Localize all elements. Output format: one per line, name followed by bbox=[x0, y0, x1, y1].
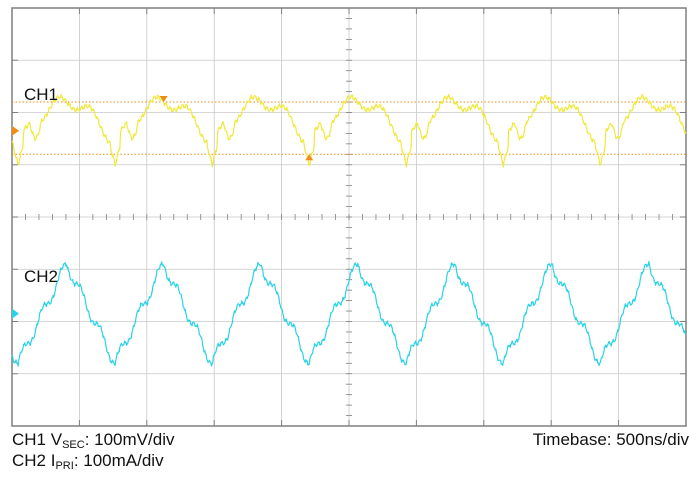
ch2-label: CH2 bbox=[24, 267, 58, 286]
ch1-trace bbox=[11, 93, 687, 168]
ch1-scale-caption: CH1 VSEC: 100mV/div bbox=[12, 430, 175, 451]
ch2-caption-prefix: CH2 I bbox=[12, 451, 56, 470]
ch2-caption-scale: : 100mA/div bbox=[73, 451, 164, 470]
ch1-caption-prefix: CH1 V bbox=[12, 430, 63, 449]
plot-frame bbox=[11, 7, 687, 427]
ch2-caption-subscript: PRI bbox=[55, 460, 74, 472]
ch1-caption-subscript: SEC bbox=[62, 439, 85, 451]
markers bbox=[12, 96, 314, 319]
ch1-ground-marker-icon bbox=[12, 125, 19, 136]
ch1-label: CH1 bbox=[24, 85, 58, 104]
ch2-trace bbox=[11, 260, 687, 367]
timebase-caption: Timebase: 500ns/div bbox=[532, 430, 689, 449]
ch1-caption-scale: : 100mV/div bbox=[84, 430, 175, 449]
cursor-triangle-icon bbox=[305, 154, 314, 161]
oscilloscope-chart: CH1 CH2 bbox=[11, 7, 687, 427]
ch2-ground-marker-icon bbox=[12, 308, 19, 319]
cursor-triangle-icon bbox=[159, 96, 168, 103]
graticule bbox=[11, 7, 687, 427]
cursor-lines bbox=[12, 101, 686, 155]
ch2-scale-caption: CH2 IPRI: 100mA/div bbox=[12, 451, 164, 472]
